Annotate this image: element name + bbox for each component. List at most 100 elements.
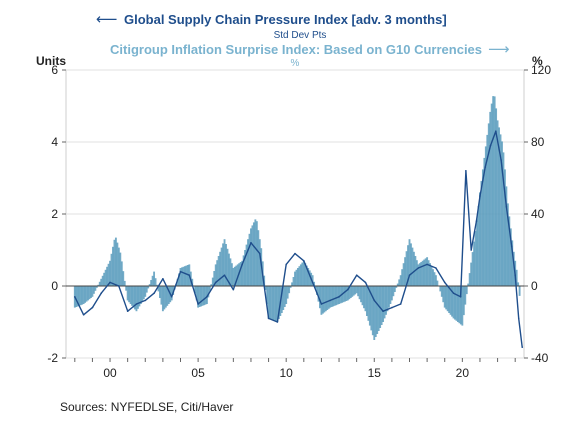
area-bar xyxy=(489,111,492,287)
area-bar xyxy=(477,205,480,286)
area-bar xyxy=(226,248,229,286)
area-bar xyxy=(493,96,496,287)
area-bar xyxy=(329,286,332,308)
area-bar xyxy=(222,243,225,286)
area-bar xyxy=(186,265,189,286)
area-bar xyxy=(367,286,370,321)
area-bar xyxy=(288,286,291,294)
chart-subtitle-left: Std Dev Pts xyxy=(274,30,327,41)
area-bar xyxy=(407,245,409,286)
area-bar xyxy=(242,255,245,286)
area-bar xyxy=(144,286,147,297)
area-bar xyxy=(85,286,88,302)
area-bar xyxy=(464,286,467,305)
gscpi-point xyxy=(197,303,199,305)
area-bar xyxy=(208,286,211,291)
area-bar xyxy=(345,286,348,301)
right-tick-label: 40 xyxy=(531,207,545,221)
area-bar xyxy=(321,286,324,314)
area-bar xyxy=(358,286,361,300)
right-tick-label: -40 xyxy=(531,351,549,365)
area-bar xyxy=(468,273,471,286)
area-bar xyxy=(442,286,445,303)
area-bar xyxy=(408,239,411,286)
area-bar xyxy=(274,286,277,322)
area-bar xyxy=(346,286,349,301)
area-bar xyxy=(503,169,506,286)
area-bar xyxy=(117,247,120,286)
gscpi-point xyxy=(162,278,164,280)
area-bar xyxy=(185,265,188,286)
area-bar xyxy=(386,286,389,312)
area-bar xyxy=(294,271,296,286)
area-bar xyxy=(282,286,285,310)
gscpi-point xyxy=(382,310,384,313)
title-right-arrow-icon: ⟶ xyxy=(488,41,510,58)
area-bar xyxy=(241,260,244,286)
area-bar xyxy=(232,268,235,286)
area-bar xyxy=(103,272,106,286)
gscpi-point xyxy=(408,274,411,277)
right-tick-label: 120 xyxy=(531,63,551,77)
area-bar xyxy=(324,286,327,312)
gscpi-point xyxy=(417,267,420,269)
area-bar xyxy=(205,286,208,304)
area-bar xyxy=(170,286,173,301)
area-bar xyxy=(122,271,125,286)
area-bar xyxy=(506,203,509,286)
area-bar xyxy=(402,263,405,286)
area-bar xyxy=(252,222,255,286)
area-bar xyxy=(76,286,79,307)
gscpi-point xyxy=(338,296,340,298)
area-bar xyxy=(476,219,478,286)
area-bar xyxy=(320,286,323,315)
area-bar xyxy=(418,263,421,286)
area-bar xyxy=(128,286,131,303)
area-bar xyxy=(448,286,451,313)
area-bar xyxy=(139,286,142,304)
area-bar xyxy=(119,252,122,286)
gscpi-point xyxy=(443,281,446,284)
gscpi-point xyxy=(82,314,85,316)
area-bar xyxy=(430,266,433,286)
area-bar xyxy=(326,286,329,310)
area-bar xyxy=(94,286,97,291)
area-bar xyxy=(470,262,473,286)
area-bar xyxy=(454,286,456,320)
area-bar xyxy=(214,264,217,286)
right-axis-label: % xyxy=(532,54,543,68)
area-bar xyxy=(313,281,316,286)
gscpi-point xyxy=(470,249,472,251)
area-bar xyxy=(273,286,276,321)
area-bar xyxy=(283,286,286,307)
area-bar xyxy=(148,284,151,286)
area-bar xyxy=(239,262,242,286)
area-bar xyxy=(84,286,87,303)
area-bar xyxy=(465,286,468,295)
area-bar xyxy=(258,239,261,286)
area-bar xyxy=(498,127,500,287)
area-bar xyxy=(78,286,81,306)
area-bar xyxy=(473,241,476,286)
area-bar xyxy=(298,266,301,286)
area-bar xyxy=(207,286,210,298)
gscpi-point xyxy=(311,281,314,284)
area-bar xyxy=(129,286,132,304)
area-bar xyxy=(496,120,499,287)
gscpi-point xyxy=(435,267,437,269)
gscpi-point xyxy=(206,296,208,298)
area-bar xyxy=(107,263,110,286)
area-bar xyxy=(383,286,386,319)
gscpi-point xyxy=(170,296,173,298)
area-bar xyxy=(361,286,364,306)
area-bar xyxy=(457,286,459,322)
area-bar xyxy=(481,169,484,286)
area-bar xyxy=(357,286,360,297)
area-bar xyxy=(247,239,249,286)
area-bar xyxy=(436,280,439,286)
area-bar xyxy=(291,282,293,286)
gscpi-point xyxy=(355,274,358,277)
area-bar xyxy=(203,286,205,306)
gscpi-point xyxy=(285,263,287,266)
left-tick-label: 6 xyxy=(51,63,58,77)
